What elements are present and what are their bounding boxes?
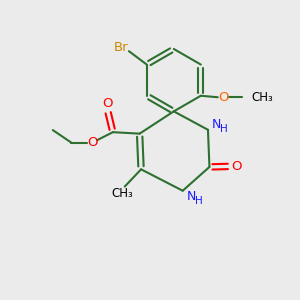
Text: CH₃: CH₃ — [251, 91, 273, 104]
Text: H: H — [195, 196, 203, 206]
Text: N: N — [212, 118, 221, 131]
Text: O: O — [232, 160, 242, 173]
Text: N: N — [187, 190, 196, 202]
Text: O: O — [102, 97, 113, 110]
Text: Br: Br — [114, 41, 129, 54]
Text: H: H — [220, 124, 228, 134]
Text: O: O — [218, 91, 228, 104]
Text: CH₃: CH₃ — [112, 187, 133, 200]
Text: O: O — [87, 136, 98, 149]
